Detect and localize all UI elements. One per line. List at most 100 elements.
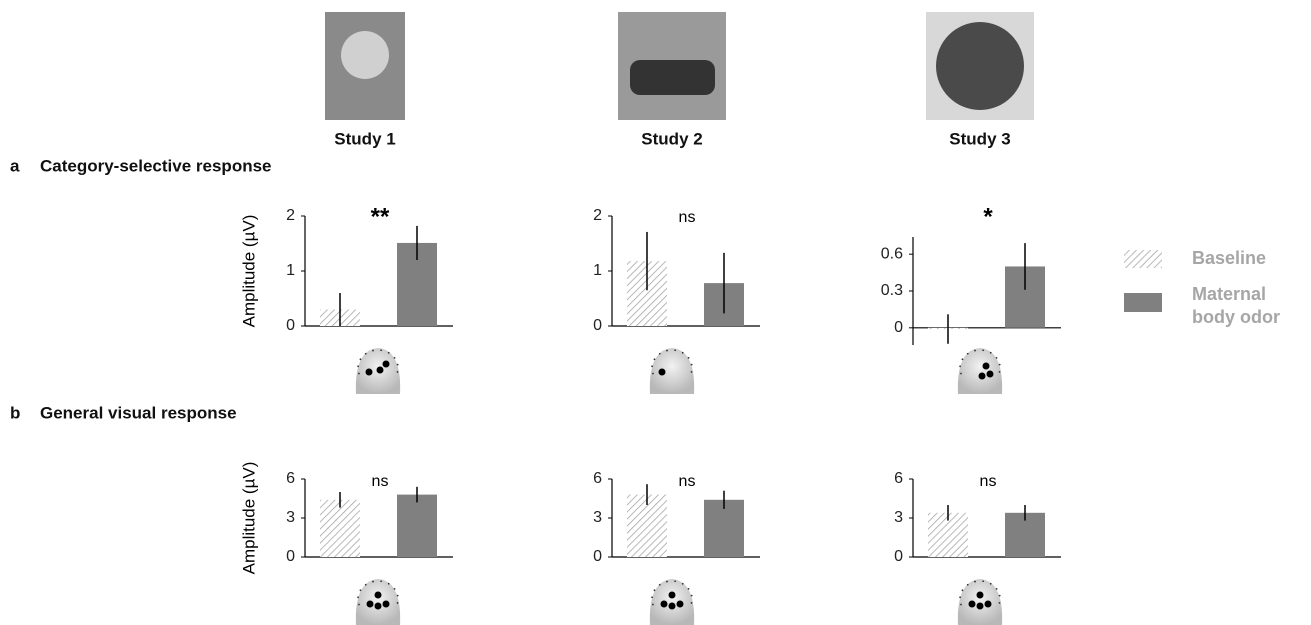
significance: *	[983, 203, 993, 230]
significance: ns	[980, 473, 997, 490]
electrode	[998, 363, 1001, 366]
electrode-roi	[382, 600, 390, 608]
electrode	[959, 596, 961, 599]
photo-detail	[630, 60, 715, 95]
photo-detail	[936, 22, 1024, 110]
legend-swatch	[1124, 250, 1162, 268]
legend-label: Maternal body odor	[1192, 284, 1280, 327]
electrode	[687, 587, 690, 590]
electrode	[658, 583, 661, 586]
y-tick-label: 1	[286, 262, 295, 279]
electrode-roi	[976, 602, 984, 610]
electrode-roi	[668, 591, 676, 599]
electrode	[690, 602, 693, 604]
electrode-roi	[968, 600, 976, 608]
y-tick-label: 0.6	[881, 245, 903, 262]
study-label: Study 1	[334, 129, 395, 148]
electrode	[359, 358, 362, 361]
legend-label: Baseline	[1192, 248, 1267, 268]
y-tick-label: 0	[286, 317, 295, 334]
bar	[320, 499, 360, 557]
electrode	[396, 594, 399, 597]
electrode	[998, 371, 1001, 373]
head-icon	[649, 348, 695, 394]
y-tick-label: 0	[286, 548, 295, 565]
head-icon	[649, 579, 695, 625]
electrode	[380, 580, 383, 583]
electrode	[651, 596, 653, 599]
electrode	[396, 363, 399, 366]
significance: ns	[679, 473, 696, 490]
y-tick-label: 0	[894, 319, 903, 336]
electrode	[687, 356, 690, 359]
y-tick-label: 3	[894, 509, 903, 526]
electrode	[658, 352, 661, 355]
electrode	[357, 596, 359, 599]
study-label: Study 2	[641, 129, 702, 148]
electrode-roi	[982, 362, 990, 370]
electrode	[690, 363, 693, 366]
electrode	[358, 603, 360, 606]
electrode	[651, 365, 653, 368]
y-axis-label: Amplitude (µV)	[239, 215, 258, 328]
electrode	[989, 351, 992, 354]
electrode	[396, 602, 399, 604]
electrode	[393, 587, 396, 590]
y-tick-label: 0.3	[881, 282, 903, 299]
electrode	[393, 356, 396, 359]
electrode	[974, 580, 976, 583]
electrode	[960, 603, 962, 606]
y-tick-label: 6	[286, 470, 295, 487]
electrode	[989, 582, 992, 585]
head-icon	[355, 579, 401, 625]
electrode-roi	[374, 602, 382, 610]
electrode-roi	[986, 370, 994, 378]
y-tick-label: 0	[593, 317, 602, 334]
electrode	[982, 580, 985, 583]
electrode-roi	[984, 600, 992, 608]
electrode	[372, 580, 374, 583]
electrode	[966, 352, 969, 355]
electrode-roi	[376, 366, 384, 374]
electrode	[653, 589, 656, 592]
electrode-roi	[374, 591, 382, 599]
electrode	[974, 349, 976, 352]
y-axis-label: Amplitude (µV)	[239, 462, 258, 575]
electrode	[357, 365, 359, 368]
significance: ns	[679, 209, 696, 226]
section-letter: b	[10, 403, 20, 422]
electrode	[681, 582, 684, 585]
head-icon	[957, 348, 1003, 394]
y-tick-label: 3	[286, 509, 295, 526]
head-icon	[957, 579, 1003, 625]
bar	[704, 499, 744, 557]
electrode-roi	[976, 591, 984, 599]
photo-detail	[341, 31, 389, 79]
y-tick-label: 0	[894, 548, 903, 565]
electrode	[681, 351, 684, 354]
electrode	[666, 580, 668, 583]
y-tick-label: 3	[593, 509, 602, 526]
electrode	[652, 372, 654, 375]
electrode	[358, 372, 360, 375]
electrode	[653, 358, 656, 361]
significance: ns	[372, 473, 389, 490]
electrode	[966, 583, 969, 586]
electrode	[690, 371, 693, 373]
electrode-roi	[660, 600, 668, 608]
electrode	[364, 583, 367, 586]
electrode	[396, 371, 399, 373]
electrode	[652, 603, 654, 606]
y-tick-label: 1	[593, 262, 602, 279]
section-title: Category-selective response	[40, 156, 272, 175]
electrode-roi	[365, 368, 373, 376]
electrode	[998, 594, 1001, 597]
electrode-roi	[978, 372, 986, 380]
electrode	[995, 587, 998, 590]
electrode	[674, 580, 677, 583]
electrode	[982, 349, 985, 352]
electrode	[387, 582, 390, 585]
electrode	[995, 356, 998, 359]
